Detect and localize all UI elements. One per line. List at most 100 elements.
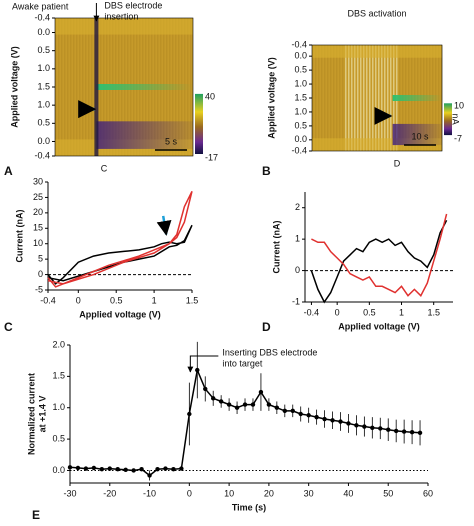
y-tick-label: 0.5 xyxy=(52,433,65,443)
y-axis-label: Applied voltage (V) xyxy=(9,46,19,128)
stripe xyxy=(82,18,84,156)
x-tick-label: 1 xyxy=(399,307,404,317)
x-tick-label: 10 xyxy=(224,488,234,498)
stripe xyxy=(354,45,356,151)
y-tick-label: 0.5 xyxy=(294,64,307,74)
y-tick-label: 0.5 xyxy=(37,118,50,128)
stripe xyxy=(336,45,338,151)
point xyxy=(282,408,287,414)
annotation: insertion xyxy=(104,11,138,21)
stripe xyxy=(333,45,335,151)
colorbar-tick: 40 xyxy=(205,91,215,101)
blue-arrow xyxy=(156,215,172,236)
x-axis-label: Time (s) xyxy=(232,502,266,512)
stripe xyxy=(330,45,332,151)
y-tick-label: 0.5 xyxy=(37,45,50,55)
point xyxy=(378,426,383,431)
panel-label: B xyxy=(262,164,271,178)
colorbar xyxy=(195,93,203,154)
y-tick-label: -1 xyxy=(292,296,300,306)
x-tick-label: 60 xyxy=(423,488,433,498)
point xyxy=(139,467,144,472)
x-tick-label: 0 xyxy=(76,295,81,305)
point xyxy=(147,473,152,478)
x-label: C xyxy=(101,163,108,173)
y-tick-label: 0.0 xyxy=(37,136,50,146)
stripe xyxy=(357,45,359,151)
panel-title: DBS activation xyxy=(347,8,406,18)
y-tick-label: 2.0 xyxy=(52,339,65,349)
stripe xyxy=(360,45,362,151)
colorbar-unit: nA xyxy=(451,114,461,125)
y-tick-label: 1.0 xyxy=(294,106,307,116)
annotation: into target xyxy=(222,358,263,368)
oxidation-band xyxy=(96,84,193,90)
x-tick-label: 0 xyxy=(187,488,192,498)
panel-label: D xyxy=(262,320,271,334)
point xyxy=(99,467,105,472)
x-tick-label: 0.5 xyxy=(110,295,123,305)
series-line xyxy=(69,367,421,477)
x-tick-label: 0 xyxy=(335,307,340,317)
point xyxy=(346,421,351,426)
point xyxy=(107,466,112,471)
x-tick-label: 0.5 xyxy=(363,307,376,317)
stripe xyxy=(73,18,75,156)
stripe xyxy=(312,45,314,151)
band-top xyxy=(312,45,442,58)
colorbar-tick: 10 xyxy=(454,101,464,111)
point xyxy=(386,427,391,432)
stripe xyxy=(70,18,72,156)
point xyxy=(338,419,343,424)
point xyxy=(187,411,192,417)
x-tick-label: 1.5 xyxy=(186,295,199,305)
y-tick-label: 10 xyxy=(33,238,43,248)
stripe xyxy=(339,45,341,151)
point xyxy=(83,466,89,471)
point xyxy=(409,429,415,435)
annotation: DBS electrode xyxy=(104,0,162,10)
scalebar-label: 10 s xyxy=(411,131,429,141)
y-tick-label: -0.4 xyxy=(34,12,50,22)
x-tick-label: 40 xyxy=(343,488,353,498)
colorbar-tick: -17 xyxy=(205,152,218,162)
x-tick-label: 20 xyxy=(264,488,274,498)
y-axis-label: at +1.4 V xyxy=(37,396,47,433)
stripe xyxy=(369,45,371,151)
scalebar-label: 5 s xyxy=(165,136,178,146)
stripe xyxy=(91,18,93,156)
stripe xyxy=(345,45,347,151)
panel-title: Awake patient xyxy=(12,1,69,11)
colorbar-tick: -7 xyxy=(454,133,462,143)
point xyxy=(115,467,120,472)
y-tick-label: -5 xyxy=(35,284,43,294)
insertion-artifact xyxy=(94,18,99,156)
y-tick-label: 1.5 xyxy=(37,81,50,91)
stripe xyxy=(378,45,380,151)
annotation: Inserting DBS electrode xyxy=(222,347,317,357)
stripe xyxy=(375,45,377,151)
y-axis-label: Current (nA) xyxy=(271,221,281,274)
x-tick-label: 1.5 xyxy=(427,307,440,317)
stripe xyxy=(342,45,344,151)
point xyxy=(322,416,327,422)
stripe xyxy=(321,45,323,151)
point xyxy=(417,430,423,436)
point xyxy=(211,396,216,401)
point xyxy=(266,402,272,407)
stripe xyxy=(390,45,392,151)
point xyxy=(67,465,73,470)
panel-label: C xyxy=(4,320,13,334)
x-tick-label: -0.4 xyxy=(40,295,56,305)
stripe xyxy=(384,45,386,151)
point xyxy=(91,465,97,471)
stripe xyxy=(64,18,66,156)
series-line xyxy=(47,190,193,288)
stripe xyxy=(85,18,87,156)
stripe xyxy=(351,45,353,151)
annotation-arrow xyxy=(187,355,219,373)
stripe xyxy=(327,45,329,151)
point xyxy=(354,423,359,428)
x-tick-label: -0.4 xyxy=(304,307,320,317)
stripe xyxy=(324,45,326,151)
